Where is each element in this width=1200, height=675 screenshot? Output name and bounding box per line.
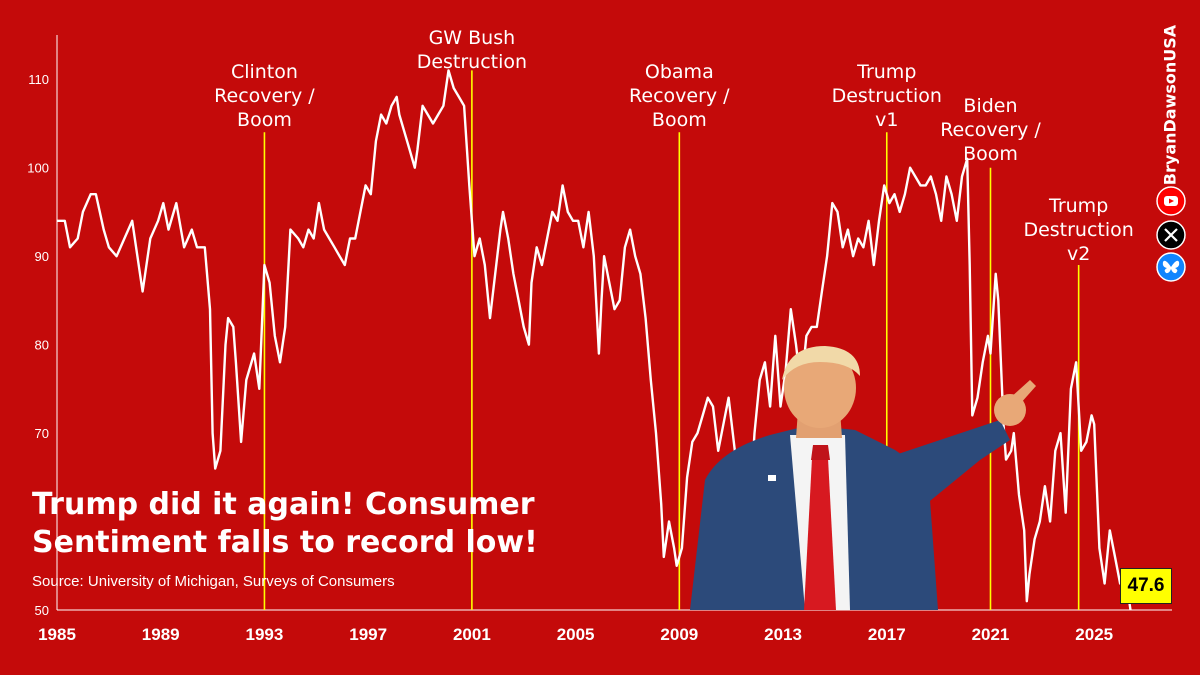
era-label-line: Clinton <box>230 61 298 83</box>
chart-title-line-2: Sentiment falls to record low! <box>32 525 538 560</box>
youtube-icon[interactable] <box>1156 186 1186 216</box>
era-label: Trump Destruction v1 <box>832 60 942 132</box>
era-label: GW Bush Destruction <box>417 26 527 74</box>
era-label: Biden Recovery / Boom <box>940 94 1041 166</box>
raised-arm <box>895 420 1010 505</box>
x-tick-label: 2005 <box>557 625 595 644</box>
person-photo <box>690 346 1036 610</box>
era-label-line: Destruction <box>831 85 942 107</box>
era-label-line: v2 <box>1066 243 1091 265</box>
x-tick-label: 2009 <box>660 625 698 644</box>
chart-title: Trump did it again! Consumer Sentiment f… <box>32 486 538 562</box>
era-label-line: Trump <box>1049 195 1109 217</box>
era-label: Clinton Recovery / Boom <box>214 60 315 132</box>
x-tick-label: 2021 <box>972 625 1010 644</box>
era-label-line: Destruction <box>1023 219 1134 241</box>
x-tick-label: 1997 <box>349 625 387 644</box>
brand-handle: BryanDawsonUSA <box>1150 20 1190 190</box>
era-label-line: Obama <box>644 61 714 83</box>
era-label-line: GW Bush <box>428 27 516 49</box>
x-tick-label: 2013 <box>764 625 802 644</box>
era-label-line: v1 <box>875 109 899 131</box>
era-label: Obama Recovery / Boom <box>629 60 730 132</box>
y-tick-label: 90 <box>35 249 49 264</box>
era-label-line: Biden <box>963 95 1018 117</box>
y-tick-label: 100 <box>27 161 49 176</box>
y-tick-label: 110 <box>28 72 49 87</box>
y-tick-label: 80 <box>35 338 49 353</box>
x-tick-label: 1985 <box>38 625 76 644</box>
x-tick-label: 2025 <box>1075 625 1113 644</box>
era-label-line: Recovery / <box>629 85 730 107</box>
era-label-line: Boom <box>237 109 292 131</box>
brand-handle-text: BryanDawsonUSA <box>1160 24 1180 186</box>
era-label-line: Boom <box>651 109 707 131</box>
bluesky-icon[interactable] <box>1156 252 1186 282</box>
source-note: Source: University of Michigan, Surveys … <box>32 573 395 590</box>
era-label-line: Recovery / <box>940 119 1041 141</box>
era-label-line: Boom <box>963 143 1018 165</box>
x-tick-label: 2017 <box>868 625 906 644</box>
era-label-line: Recovery / <box>214 85 315 107</box>
era-label: Trump Destruction v2 <box>1023 194 1133 266</box>
x-tick-label: 1993 <box>246 625 284 644</box>
y-tick-label: 50 <box>35 603 49 618</box>
x-tick-label: 1989 <box>142 625 180 644</box>
x-icon[interactable] <box>1156 220 1186 250</box>
chart-title-line-1: Trump did it again! Consumer <box>32 487 535 522</box>
era-label-line: Trump <box>857 61 917 83</box>
sentiment-series-line <box>57 69 1132 611</box>
x-tick-label: 2001 <box>453 625 491 644</box>
last-value-badge: 47.6 <box>1120 568 1172 604</box>
tie <box>804 458 836 610</box>
y-tick-label: 70 <box>35 426 49 441</box>
era-label-line: Destruction <box>416 51 528 73</box>
